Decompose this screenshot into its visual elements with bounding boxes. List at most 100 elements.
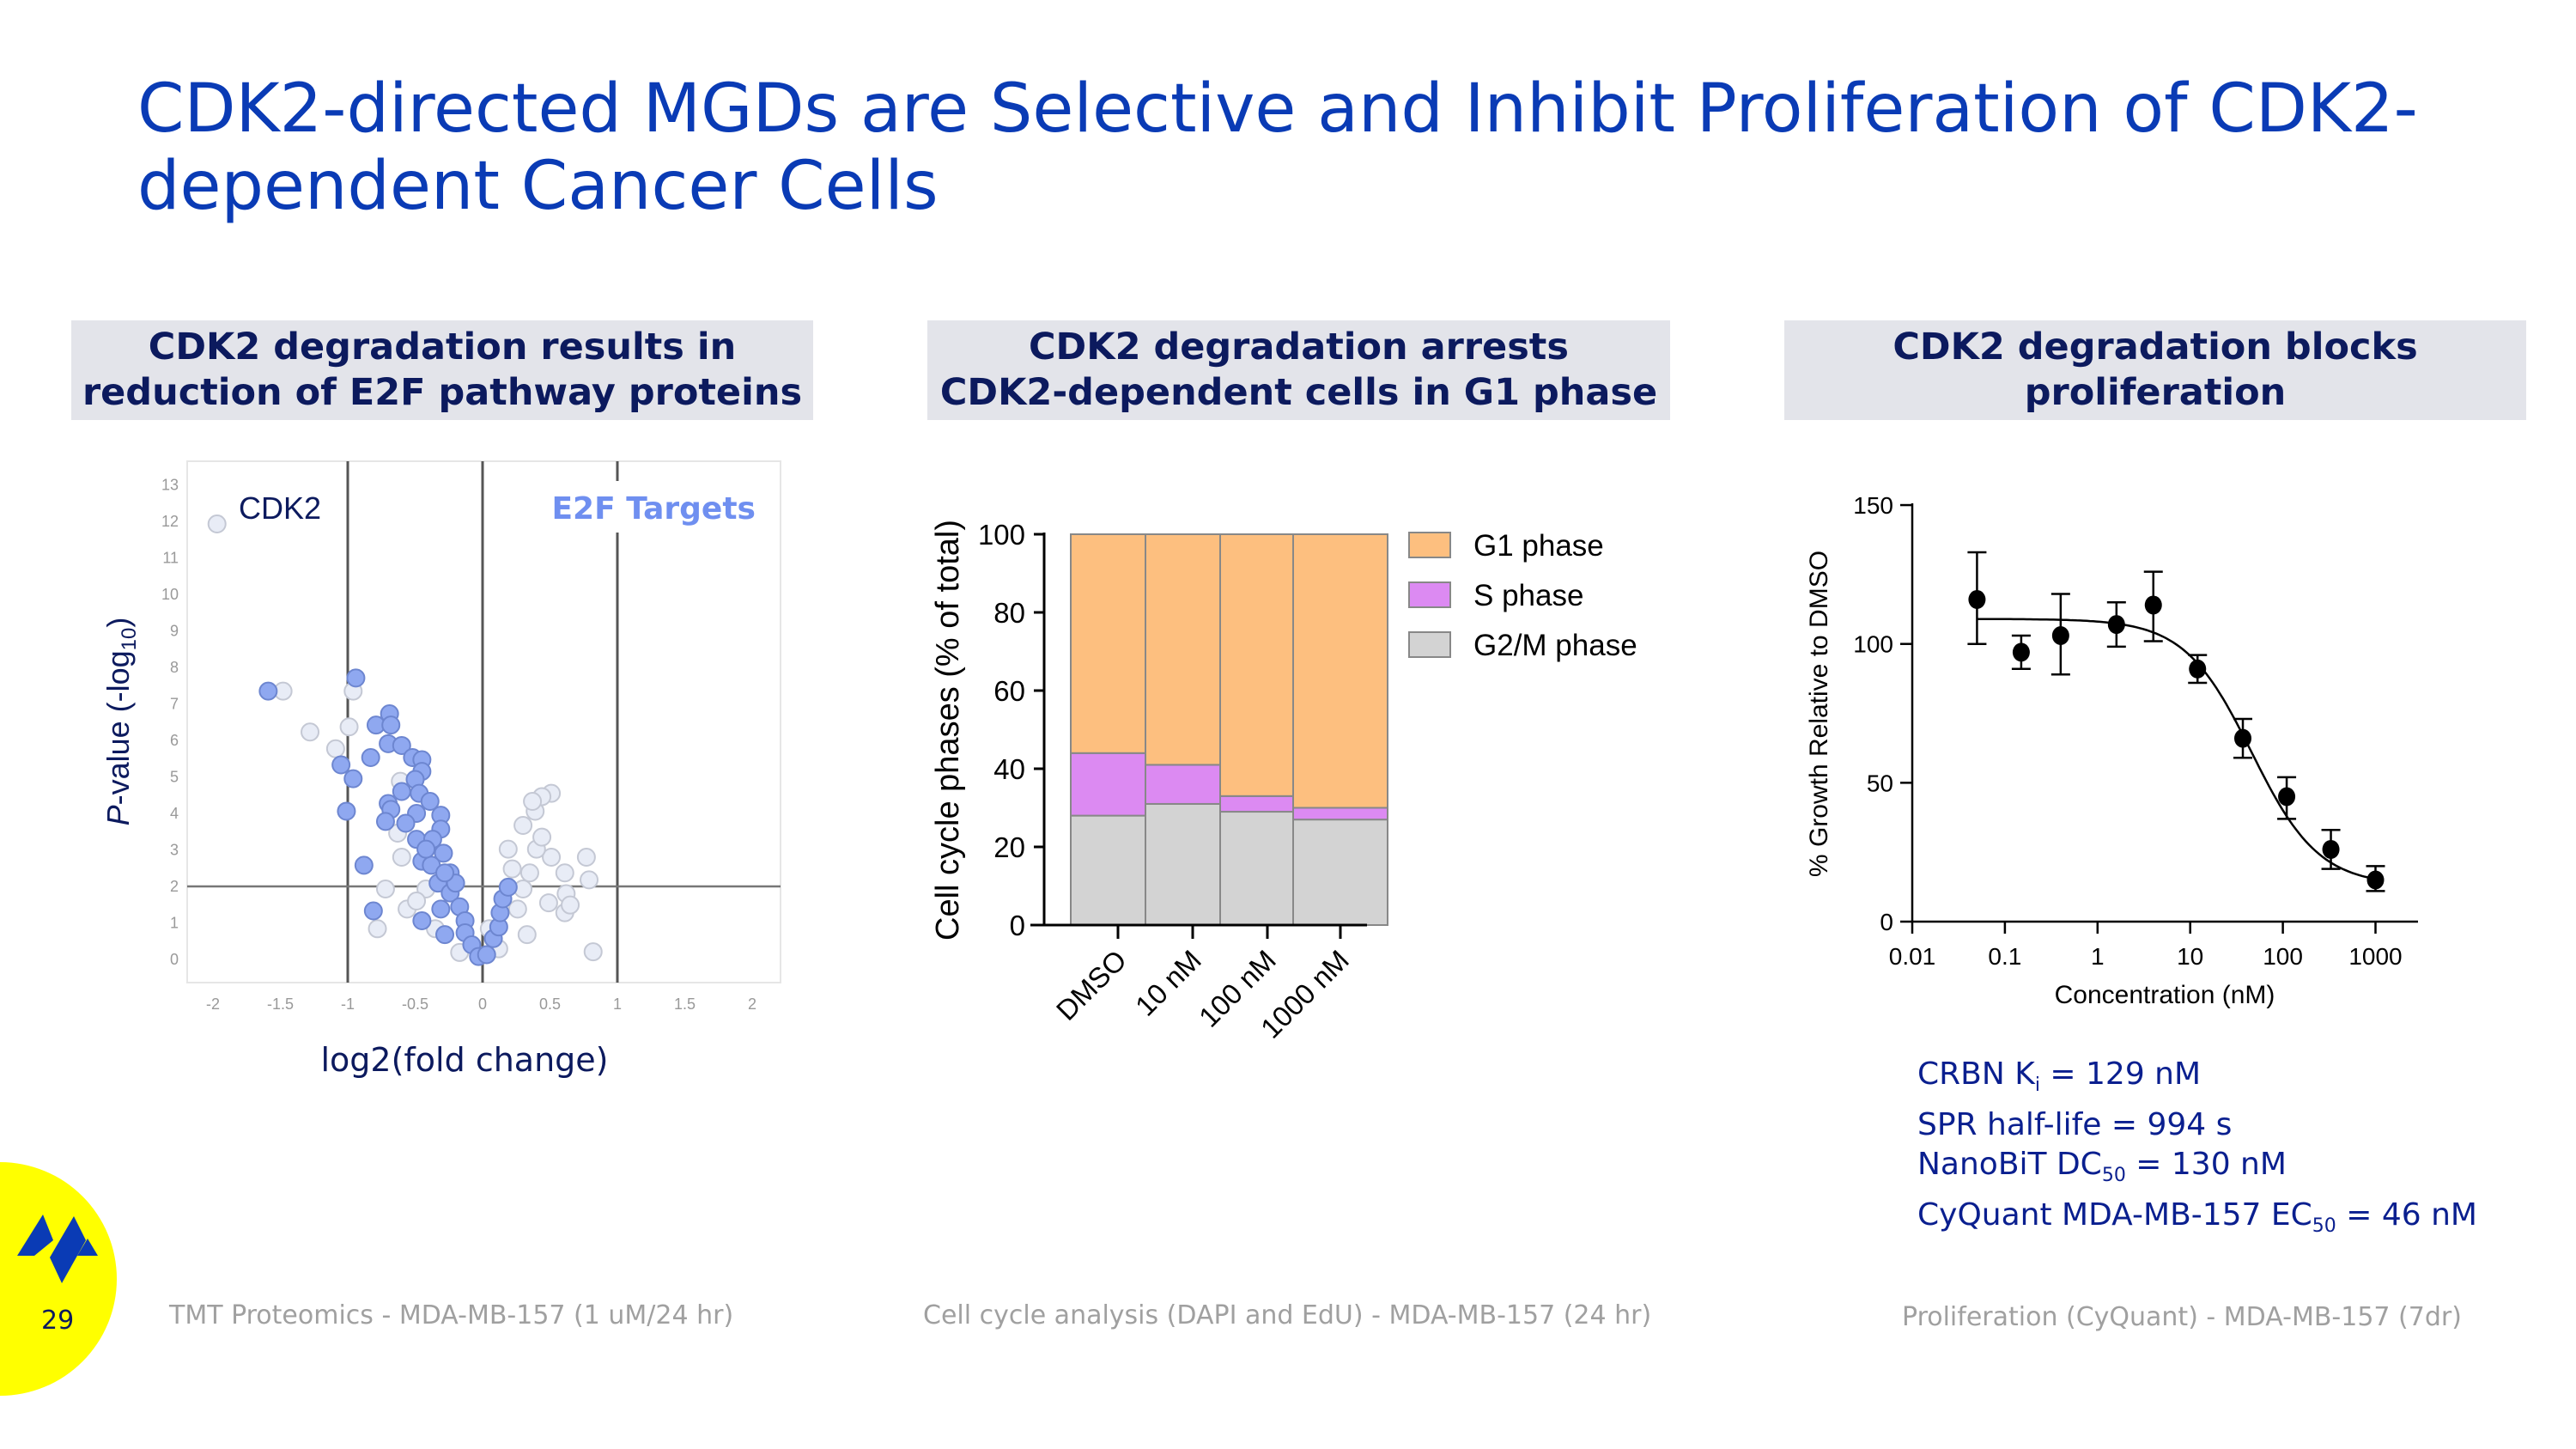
e2f-target-point [412, 910, 432, 930]
e2f-target-point [392, 735, 411, 755]
e2f-target-point [363, 901, 383, 921]
data-point [2322, 839, 2340, 859]
compound-stats: CRBN Ki = 129 nM SPR half-life = 994 s N… [1917, 1055, 2477, 1247]
e2f-target-point [346, 668, 366, 688]
fit-curve [1977, 618, 2376, 880]
x-tick-label: 0.5 [539, 995, 561, 1013]
page-number: 29 [41, 1306, 75, 1336]
legend-swatch [1408, 532, 1451, 558]
protein-point [576, 848, 596, 867]
e2f-target-point [258, 681, 278, 701]
bar-segment-g1phase [1292, 533, 1388, 809]
y-tick-label: 6 [170, 732, 179, 749]
y-tick-label: 8 [170, 659, 179, 676]
x-tick-label: 100 [2263, 943, 2303, 970]
y-tick-label: 80 [993, 597, 1025, 629]
data-point [2366, 870, 2385, 890]
protein-point [507, 899, 527, 919]
protein-point [513, 816, 533, 836]
e2f-target-point [431, 899, 451, 919]
y-tick-label: 0 [1010, 910, 1025, 941]
data-point [2189, 659, 2207, 679]
y-tick-label: 10 [161, 586, 179, 603]
legend-swatch [1408, 631, 1451, 658]
protein-point [580, 870, 599, 890]
x-tick-label: 1 [613, 995, 622, 1013]
dose-y-label: % Growth Relative to DMSO [1805, 551, 1833, 877]
protein-point [407, 892, 427, 910]
data-point [2051, 626, 2069, 646]
x-tick-label: 10 [2177, 943, 2203, 970]
e2f-target-point [337, 801, 356, 821]
e2f-target-point [435, 863, 455, 883]
data-point [2278, 787, 2296, 807]
x-tick-label: 1000 [2348, 943, 2402, 970]
volcano-plot: -2 -1.5 -1 -0.5 0 0.5 1 1.5 2012345678910111213 … [100, 460, 781, 1079]
protein-point [498, 839, 518, 859]
protein-point [538, 893, 558, 913]
e2f-target-point [420, 791, 440, 811]
protein-point [517, 925, 537, 945]
y-tick-label: 4 [170, 805, 179, 822]
panel-header-proteomics: CDK2 degradation results in reduction of … [71, 320, 813, 420]
e2f-target-point [498, 877, 518, 897]
bar-segment-g2mphase [1292, 819, 1388, 927]
bar-y-label: Cell cycle phases (% of total) [930, 520, 966, 941]
data-point [1968, 589, 1986, 609]
protein-point [523, 791, 543, 811]
y-tick-label: 60 [993, 675, 1025, 707]
protein-point [502, 859, 522, 879]
protein-point [207, 514, 227, 533]
legend-label: S phase [1473, 579, 1583, 612]
x-tick-label: 0 [478, 995, 487, 1013]
e2f-targets-annotation: E2F Targets [551, 491, 756, 527]
protein-point [301, 722, 320, 742]
e2f-target-point [381, 715, 401, 735]
data-point [2234, 728, 2252, 748]
panel-header-proliferation: CDK2 degradation blocks proliferation [1784, 320, 2526, 420]
x-tick-label: -1 [341, 995, 355, 1013]
stat-line: CyQuant MDA-MB-157 EC50 = 46 nM [1917, 1197, 2477, 1238]
y-tick-label: 50 [1867, 770, 1893, 796]
x-tick-label: 0.01 [1889, 943, 1936, 970]
x-tick-label: 1.5 [674, 995, 696, 1013]
y-tick-label: 100 [978, 519, 1025, 551]
footer-cell-cycle: Cell cycle analysis (DAPI and EdU) - MDA… [923, 1300, 1652, 1330]
e2f-target-point [435, 925, 455, 945]
protein-point [542, 848, 562, 867]
data-point [2144, 595, 2162, 615]
footer-proteomics: TMT Proteomics - MDA-MB-157 (1 uM/24 hr) [169, 1300, 734, 1330]
e2f-target-point [477, 945, 496, 965]
slide-title: CDK2-directed MGDs are Selective and Inh… [137, 70, 2418, 225]
y-tick-label: 1 [170, 915, 179, 932]
legend-swatch [1408, 581, 1451, 608]
protein-point [392, 848, 411, 867]
x-tick-label: DMSO [1050, 944, 1133, 1026]
y-tick-label: 0 [1880, 909, 1893, 935]
header-line: reduction of E2F pathway proteins [82, 371, 803, 414]
data-point [2012, 642, 2030, 662]
stat-line: NanoBiT DC50 = 130 nM [1917, 1147, 2287, 1187]
dose-response-chart: 0 50 100 150 0.01 0.1 1 10 100 1000 Concentration… [1805, 492, 2418, 1009]
header-line: CDK2 degradation arrests [1029, 326, 1569, 368]
dose-x-label: Concentration (nM) [2055, 981, 2275, 1009]
e2f-target-point [392, 782, 411, 801]
cdk2-annotation: CDK2 [239, 490, 321, 526]
y-tick-label: 2 [170, 878, 179, 895]
y-tick-label: 13 [161, 477, 179, 494]
volcano-y-label: P-value (-log10) [100, 618, 141, 826]
e2f-target-point [434, 843, 453, 863]
protein-point [532, 827, 552, 847]
y-tick-label: 5 [170, 769, 179, 786]
y-tick-label: 150 [1853, 492, 1893, 519]
protein-point [375, 879, 395, 898]
data-point [2107, 615, 2125, 635]
e2f-target-point [331, 755, 351, 775]
header-line: CDK2-dependent cells in G1 phase [939, 371, 1658, 414]
y-tick-label: 0 [170, 951, 179, 968]
volcano-x-label: log2(fold change) [321, 1041, 609, 1079]
header-line: CDK2 degradation results in [148, 326, 737, 368]
